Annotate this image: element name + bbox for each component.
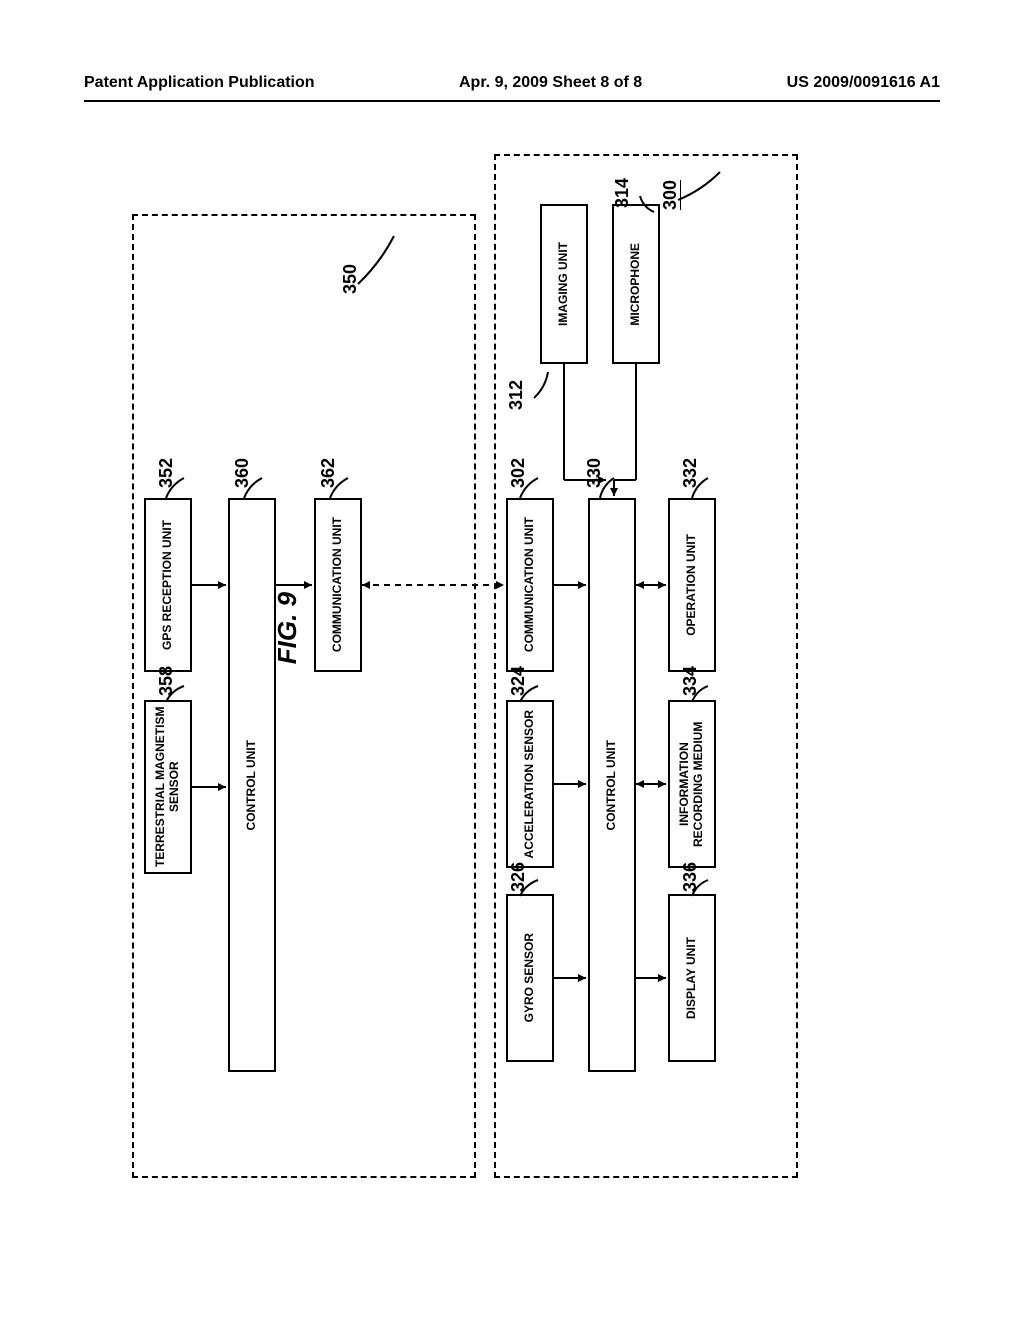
ref-l360: 360 [232,458,253,488]
box-terr: TERRESTRIAL MAGNETISM SENSOR [144,700,192,874]
ref-l332: 332 [680,458,701,488]
box-label-gyro: GYRO SENSOR [523,933,537,1022]
ref-l336: 336 [680,862,701,892]
box-label-ctrl350: CONTROL UNIT [245,740,259,830]
box-label-accel: ACCELERATION SENSOR [523,710,537,858]
box-label-mic: MICROPHONE [629,243,643,326]
box-label-comm300: COMMUNICATION UNIT [523,517,537,652]
ref-l314: 314 [612,178,633,208]
ref-l302: 302 [508,458,529,488]
box-ctrl300: CONTROL UNIT [588,498,636,1072]
box-label-gps: GPS RECEPTION UNIT [161,520,175,650]
box-label-oper: OPERATION UNIT [685,534,699,636]
box-mic: MICROPHONE [612,204,660,364]
box-label-terr: TERRESTRIAL MAGNETISM SENSOR [154,704,182,870]
ref-l352: 352 [156,458,177,488]
box-comm350: COMMUNICATION UNIT [314,498,362,672]
box-gyro: GYRO SENSOR [506,894,554,1062]
box-display: DISPLAY UNIT [668,894,716,1062]
box-label-inforec: INFORMATION RECORDING MEDIUM [678,704,706,864]
ref-l324: 324 [508,666,529,696]
box-comm300: COMMUNICATION UNIT [506,498,554,672]
ref-l358: 358 [156,666,177,696]
ref-l326: 326 [508,862,529,892]
box-ctrl350: CONTROL UNIT [228,498,276,1072]
box-label-display: DISPLAY UNIT [685,937,699,1019]
ref-l362: 362 [318,458,339,488]
box-accel: ACCELERATION SENSOR [506,700,554,868]
ref-l330: 330 [584,458,605,488]
ref-l334: 334 [680,666,701,696]
box-gps: GPS RECEPTION UNIT [144,498,192,672]
box-label-imaging: IMAGING UNIT [557,242,571,326]
box-label-ctrl300: CONTROL UNIT [605,740,619,830]
diagram-canvas: FIG. 9 GPS RECEPTION UNITTERRESTRIAL MAG… [0,0,1024,1320]
ref-l300: 300 [660,180,681,210]
box-sys350 [132,214,476,1178]
ref-l312: 312 [506,380,527,410]
box-oper: OPERATION UNIT [668,498,716,672]
box-label-comm350: COMMUNICATION UNIT [331,517,345,652]
ref-l350: 350 [340,264,361,294]
box-inforec: INFORMATION RECORDING MEDIUM [668,700,716,868]
box-imaging: IMAGING UNIT [540,204,588,364]
